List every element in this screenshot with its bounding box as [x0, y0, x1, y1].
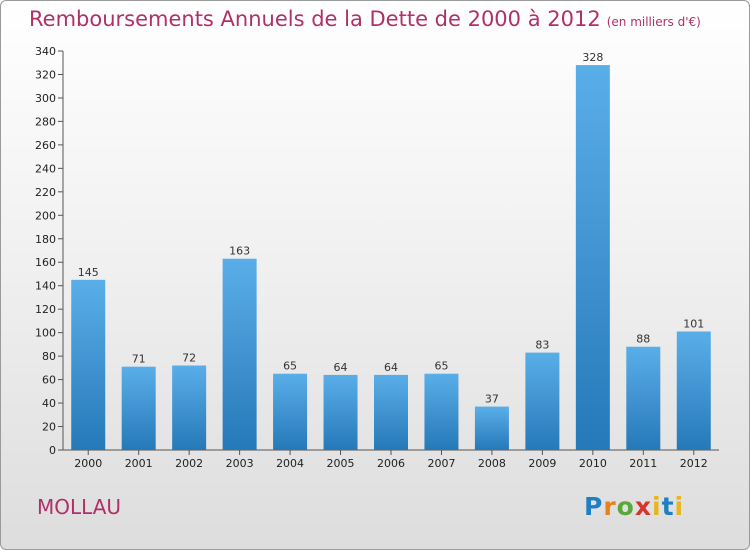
x-tick-label-2004: 2004	[276, 457, 304, 470]
data-label-2007: 65	[434, 360, 448, 373]
y-tick-label: 100	[35, 327, 56, 340]
y-tick-label: 200	[35, 209, 56, 222]
data-label-2003: 163	[229, 245, 250, 258]
x-tick-label-2001: 2001	[125, 457, 153, 470]
bar-2010	[575, 65, 610, 451]
y-tick-label: 120	[35, 303, 56, 316]
x-tick-label-2003: 2003	[226, 457, 254, 470]
bar-2009	[525, 352, 560, 450]
data-label-2011: 88	[636, 333, 650, 346]
y-tick-label: 220	[35, 186, 56, 199]
data-label-2009: 83	[535, 339, 549, 352]
data-label-2005: 64	[334, 361, 348, 374]
bar-2007	[424, 373, 459, 450]
x-tick-label-2011: 2011	[629, 457, 657, 470]
x-tick-label-2006: 2006	[377, 457, 405, 470]
data-label-2006: 64	[384, 361, 398, 374]
data-label-2002: 72	[182, 352, 196, 365]
x-tick-label-2012: 2012	[680, 457, 708, 470]
y-tick-label: 160	[35, 256, 56, 269]
data-labels: 145 71 72 163 65 64 64 65 37 83 328 88 101	[78, 51, 705, 405]
y-tick-label: 280	[35, 115, 56, 128]
data-label-2012: 101	[683, 317, 704, 330]
x-tick-label-2007: 2007	[427, 457, 455, 470]
y-tick-label: 180	[35, 233, 56, 246]
proxiti-logo: Proxiti	[584, 492, 685, 521]
y-tick-label: 260	[35, 139, 56, 152]
y-tick-label: 300	[35, 92, 56, 105]
data-label-2000: 145	[78, 266, 99, 279]
data-label-2004: 65	[283, 360, 297, 373]
y-tick-label: 20	[42, 421, 56, 434]
x-tick-label-2008: 2008	[478, 457, 506, 470]
data-label-2010: 328	[582, 51, 603, 64]
bar-2012	[676, 331, 711, 450]
commune-name: MOLLAU	[37, 495, 122, 519]
bar-2008	[474, 406, 509, 450]
title-text: Remboursements Annuels de la Dette de 20…	[29, 7, 601, 31]
y-tick-label: 60	[42, 374, 56, 387]
y-tick-label: 0	[49, 444, 56, 457]
bars	[71, 65, 711, 451]
bar-2011	[626, 346, 661, 450]
y-tick-label: 340	[35, 45, 56, 58]
y-tick-label: 320	[35, 68, 56, 81]
y-tick-label: 240	[35, 162, 56, 175]
bar-2003	[222, 258, 257, 450]
bar-2004	[273, 373, 308, 450]
data-label-2008: 37	[485, 393, 499, 406]
y-tick-label: 80	[42, 350, 56, 363]
axes: 0 20 40 60 80 100 120 140 160 180 200 220 240 260 280 3…	[35, 45, 719, 470]
bar-2005	[323, 374, 358, 450]
bar-2006	[374, 374, 408, 450]
x-tick-label-2009: 2009	[528, 457, 556, 470]
y-tick-label: 40	[42, 397, 56, 410]
bar-2000	[71, 279, 106, 450]
x-tick-label-2002: 2002	[175, 457, 203, 470]
x-tick-label-2005: 2005	[327, 457, 355, 470]
bar-2002	[172, 365, 207, 450]
data-label-2001: 71	[132, 353, 146, 366]
y-tick-label: 140	[35, 280, 56, 293]
x-tick-label-2000: 2000	[74, 457, 102, 470]
chart-title: Remboursements Annuels de la Dette de 20…	[29, 7, 701, 31]
unit-label: (en milliers d'€)	[606, 15, 701, 29]
x-tick-label-2010: 2010	[579, 457, 607, 470]
bar-2001	[121, 366, 156, 450]
